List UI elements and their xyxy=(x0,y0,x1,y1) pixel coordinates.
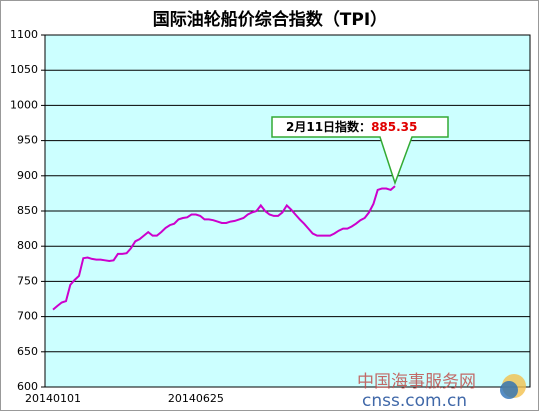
watermark-name: 中国海事服务网 xyxy=(357,372,476,392)
watermark-url: cnss.com.cn xyxy=(362,391,467,411)
watermark: 中国海事服务网 cnss.com.cn xyxy=(357,372,526,411)
y-tick-label: 800 xyxy=(17,239,38,252)
plot-area: 600 650 700 750 800 850 900 950 1000 1050 1100 2014… xyxy=(10,28,531,405)
y-tick-label: 750 xyxy=(17,274,38,287)
x-tick-label: 20140101 xyxy=(25,392,81,405)
y-tick-label: 1100 xyxy=(10,28,38,41)
y-tick-label: 1050 xyxy=(10,63,38,76)
y-tick-label: 850 xyxy=(17,204,38,217)
y-tick-label: 900 xyxy=(17,169,38,182)
annotation: 2月11日指数：885.35 xyxy=(271,116,449,186)
y-tick-label: 650 xyxy=(17,345,38,358)
y-tick-label: 700 xyxy=(17,310,38,323)
x-tick-label: 20140625 xyxy=(168,392,224,405)
annotation-text: 2月11日指数：885.35 xyxy=(286,119,417,134)
data-line xyxy=(52,185,396,311)
annotation-value: 885.35 xyxy=(371,120,417,134)
y-tick-label: 950 xyxy=(17,134,38,147)
y-tick-label: 1000 xyxy=(10,98,38,111)
y-tick-label: 600 xyxy=(17,380,38,393)
watermark-logo xyxy=(500,381,518,399)
annotation-label: 2月11日指数： xyxy=(286,119,371,134)
chart-title: 国际油轮船价综合指数（TPI） xyxy=(153,9,387,30)
callout-box xyxy=(271,116,449,186)
